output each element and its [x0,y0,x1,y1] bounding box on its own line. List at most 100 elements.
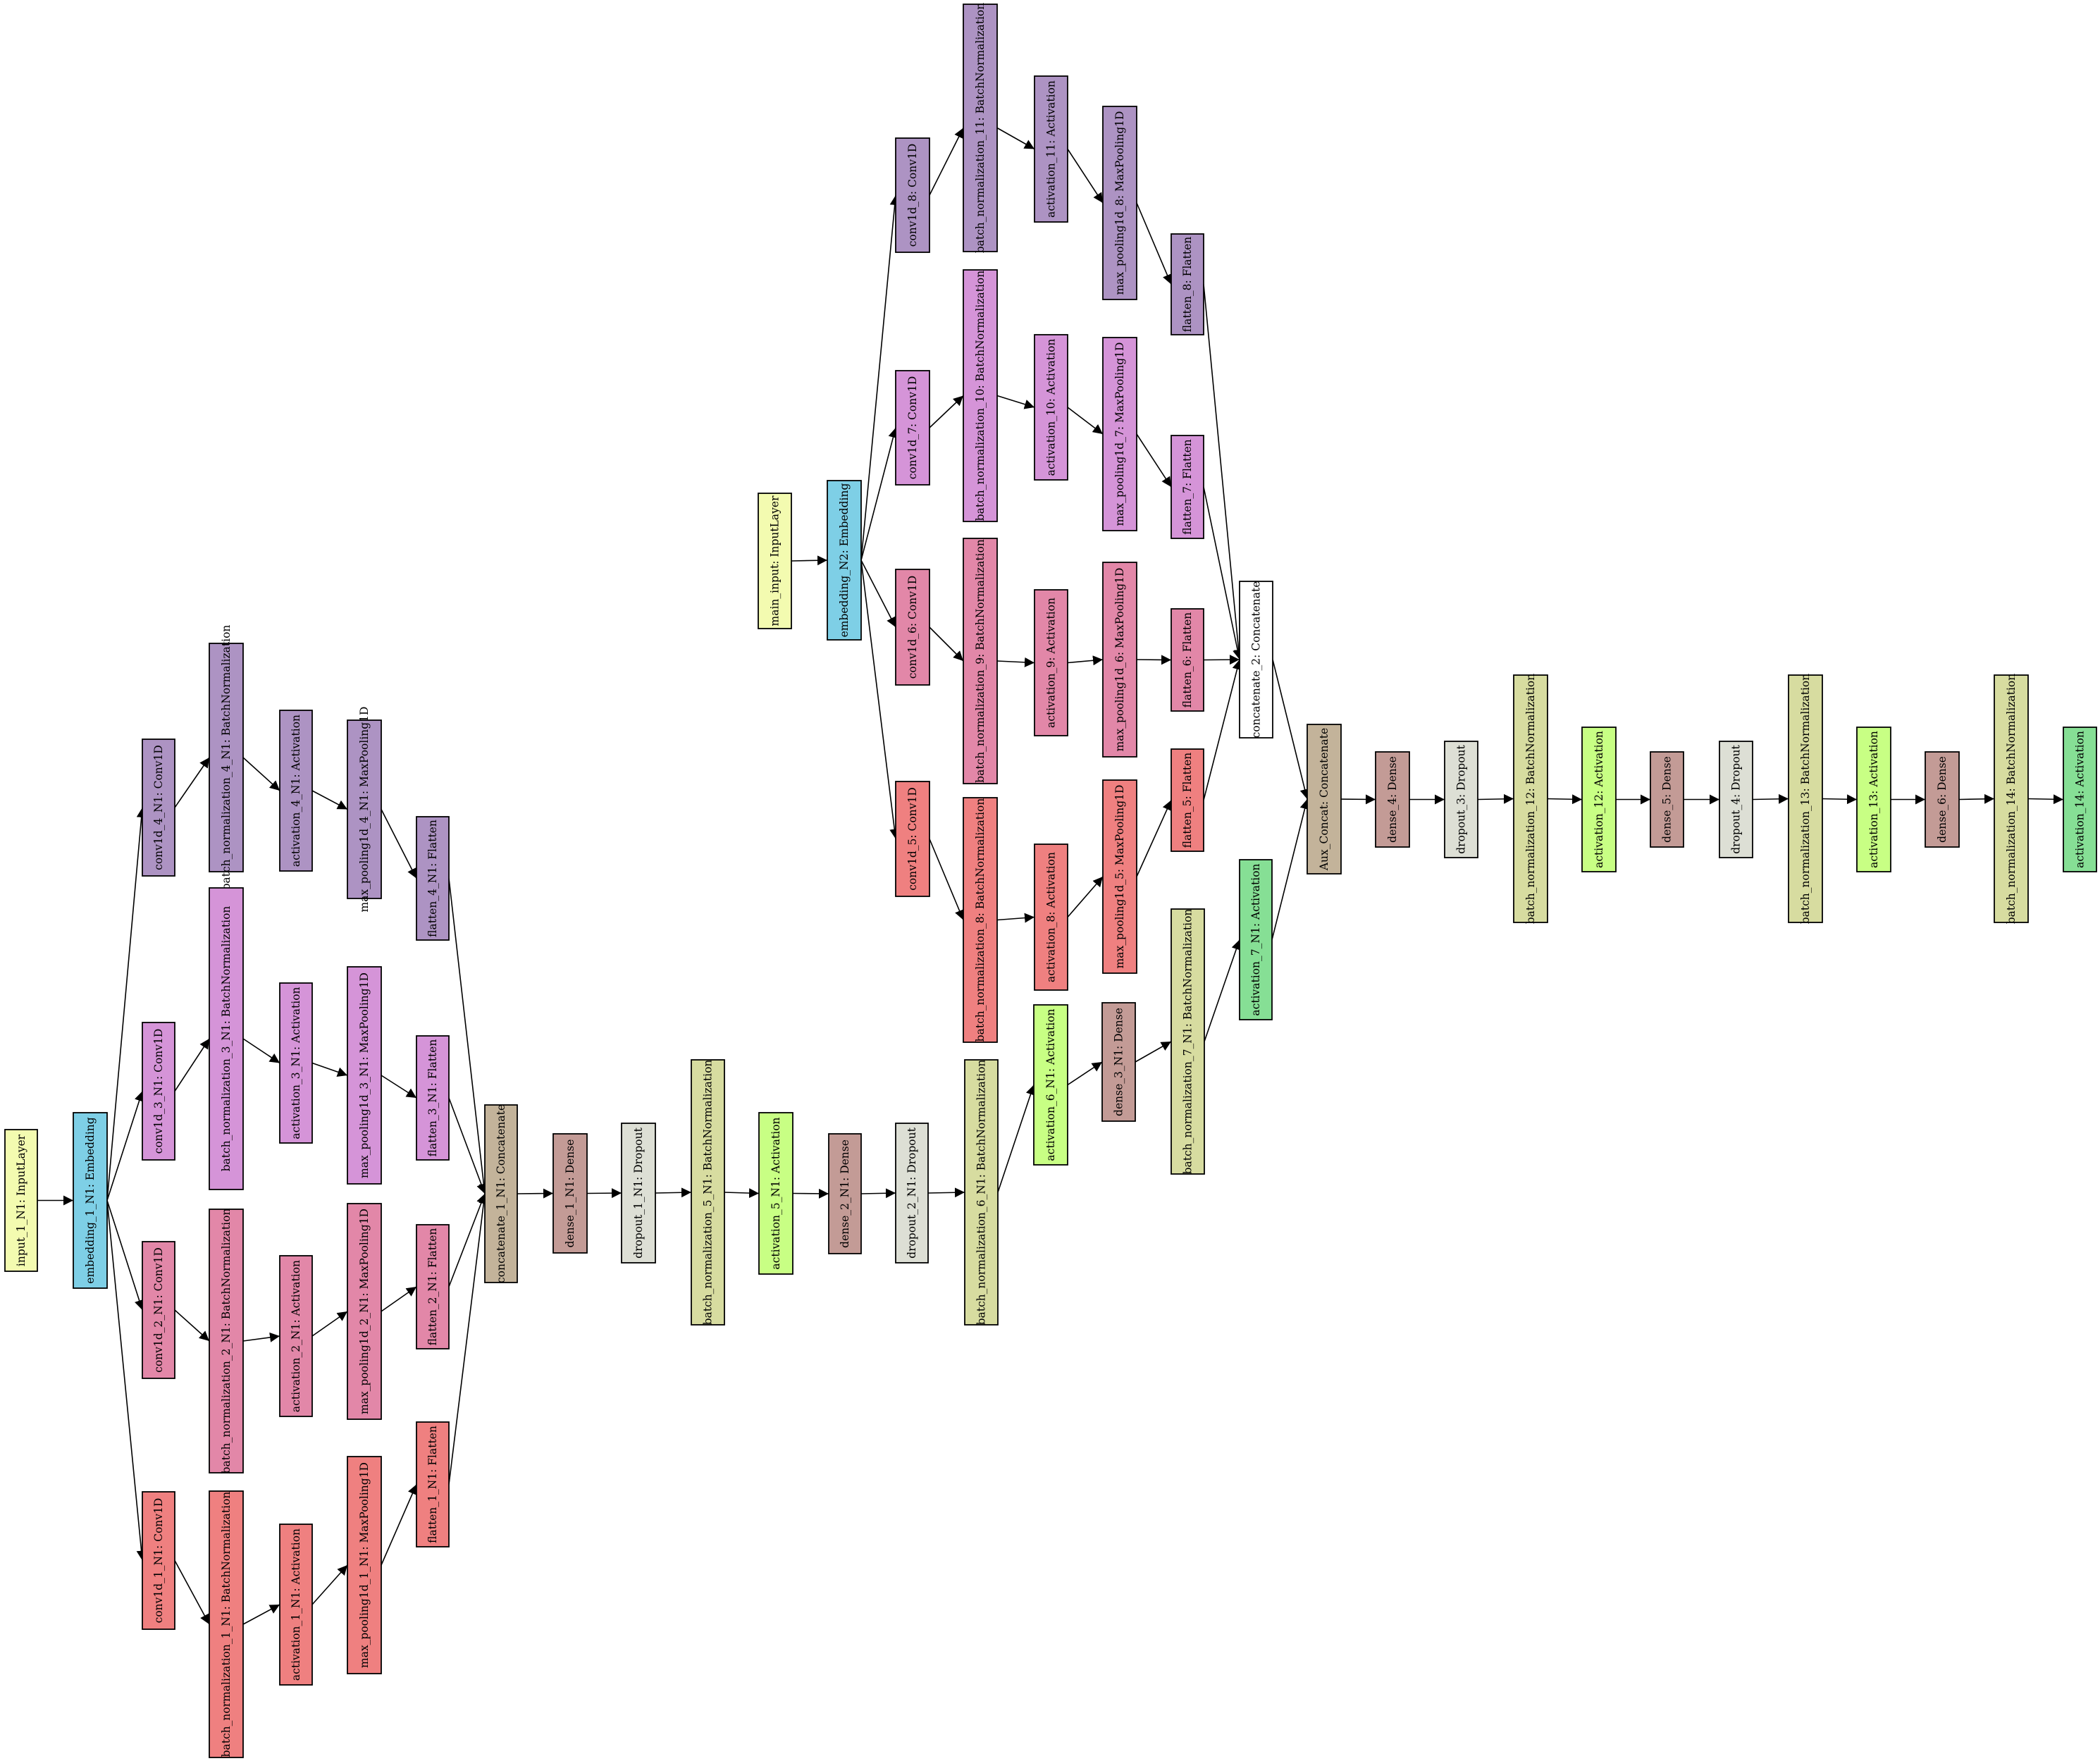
node-box [209,643,244,872]
edge-bn_12-to-act_12 [1547,794,1583,805]
node-label: flatten_6: Flatten [1181,612,1194,708]
node-label: batch_normalization_8: BatchNormalizatio… [974,798,987,1042]
node-label: flatten_8: Flatten [1181,237,1194,333]
edge-embedding_1-to-conv1d_1 [106,1200,147,1561]
node-bn_12: batch_normalization_12: BatchNormalizati… [1513,674,1548,924]
node-box [1171,748,1204,852]
edge-concat_2-to-aux_concat [1272,659,1310,800]
node-act_3: activation_3_N1: Activation [279,982,313,1144]
node-act_7: activation_7_N1: Activation [1239,859,1273,1020]
node-concat_1: concatenate_1_N1: Concatenate [484,1104,518,1283]
node-box [1171,435,1204,539]
edge-bn_6-to-act_6 [997,1085,1036,1193]
node-fl_7: flatten_7: Flatten [1171,435,1204,539]
node-label: conv1d_3_N1: Conv1D [152,1029,165,1154]
node-box [1102,779,1137,974]
node-label: dense_4: Dense [1386,756,1399,843]
node-mp_7: max_pooling1d_7: MaxPooling1D [1102,337,1137,531]
node-box [209,887,244,1190]
node-label: concatenate_2: Concatenate [1250,581,1263,739]
node-box [691,1059,725,1326]
node-act_1: activation_1_N1: Activation [279,1524,313,1686]
node-label: activation_14: Activation [2074,731,2087,868]
node-box [1171,908,1205,1175]
node-act_4: activation_4_N1: Activation [279,710,313,872]
edge-dropout_2-to-bn_6 [927,1187,965,1198]
node-label: activation_7_N1: Activation [1249,863,1262,1015]
node-conv1d_4: conv1d_4_N1: Conv1D [142,739,175,877]
nodes-layer: input_1_N1: InputLayer embedding_1_N1: Em… [4,3,2097,1758]
edge-conv1d_8-to-bn_11 [929,128,964,196]
node-box [142,1241,175,1379]
edge-conv1d_3-to-bn_3 [174,1038,210,1092]
node-label: batch_normalization_5_N1: BatchNormaliza… [702,1060,715,1326]
node-mp_6: max_pooling1d_6: MaxPooling1D [1102,562,1137,758]
node-label: input_1_N1: InputLayer [15,1134,27,1266]
node-box [895,781,930,897]
edge-bn_13-to-act_13 [1822,794,1858,805]
node-dropout_2: dropout_2_N1: Dropout [895,1123,929,1263]
node-act_12: activation_12: Activation [1581,727,1617,872]
node-mp_8: max_pooling1d_8: MaxPooling1D [1102,106,1137,300]
node-box [1239,859,1273,1020]
edge-act_4-to-mp_4 [311,790,348,810]
edge-act_10-to-mp_7 [1067,407,1104,435]
node-label: activation_3_N1: Activation [290,987,302,1139]
edge-bn_10-to-act_10 [996,395,1035,409]
node-label: batch_normalization_3_N1: BatchNormaliza… [220,906,233,1172]
node-box [1375,751,1410,848]
node-box [1788,674,1823,923]
node-label: batch_normalization_13: BatchNormalizati… [1799,674,1812,925]
node-dense_2: dense_2_N1: Dense [828,1133,862,1254]
node-act_13: activation_13: Activation [1856,727,1891,872]
node-label: embedding_1_N1: Embedding [84,1117,97,1283]
edge-fl_3-to-concat_1 [448,1097,486,1194]
node-label: batch_normalization_7_N1: BatchNormaliza… [1182,909,1194,1175]
node-conv1d_8: conv1d_8: Conv1D [895,137,930,253]
node-label: activation_6_N1: Activation [1044,1008,1057,1161]
node-box [964,1059,999,1326]
node-label: dropout_1_N1: Dropout [632,1127,645,1258]
node-dropout_4: dropout_4: Dropout [1719,741,1753,858]
node-box [1101,1002,1136,1122]
node-label: batch_normalization_4_N1: BatchNormaliza… [220,625,233,891]
node-box [142,1491,175,1630]
edge-conv1d_4-to-bn_4 [174,757,210,808]
node-box [142,1022,175,1161]
edge-embedding_2-to-conv1d_7 [860,427,898,561]
edge-mp_4-to-fl_4 [381,809,417,879]
edge-fl_1-to-concat_1 [448,1193,489,1485]
edge-embedding_1-to-conv1d_4 [106,807,147,1201]
node-label: flatten_4_N1: Flatten [426,820,439,937]
node-label: activation_13: Activation [1867,731,1880,868]
node-box [279,982,313,1144]
edge-bn_11-to-act_11 [996,127,1035,150]
edge-act_3-to-mp_3 [311,1062,348,1077]
node-aux_concat: Aux_Concat: Concatenate [1307,724,1342,875]
edge-bn_14-to-act_14 [2027,794,2064,805]
node-bn_3: batch_normalization_3_N1: BatchNormaliza… [209,887,244,1190]
node-label: batch_normalization_9: BatchNormalizatio… [974,539,987,783]
node-box [1719,741,1753,858]
node-box [1033,1004,1068,1166]
node-fl_3: flatten_3_N1: Flatten [416,1035,450,1161]
node-fl_8: flatten_8: Flatten [1171,233,1204,335]
node-box [279,1255,313,1417]
edge-dense_6-to-bn_14 [1958,793,1995,804]
edge-embedding_2-to-conv1d_8 [860,194,900,561]
node-label: flatten_2_N1: Flatten [426,1228,439,1346]
node-act_8: activation_8: Activation [1034,844,1068,991]
edge-act_1-to-mp_1 [311,1564,348,1605]
node-label: batch_normalization_6_N1: BatchNormaliza… [975,1060,988,1326]
node-box [347,1456,382,1674]
edge-mp_1-to-fl_1 [381,1484,417,1566]
node-box [895,569,930,686]
node-box [347,719,382,899]
node-bn_13: batch_normalization_13: BatchNormalizati… [1788,674,1823,925]
edge-bn_7-to-act_7 [1204,939,1242,1042]
node-box [827,480,862,641]
node-label: max_pooling1d_5: MaxPooling1D [1113,785,1126,969]
edge-act_11-to-mp_8 [1067,149,1104,204]
edge-act_7-to-aux_concat [1271,798,1310,940]
edge-bn_1-to-act_1 [242,1604,280,1625]
